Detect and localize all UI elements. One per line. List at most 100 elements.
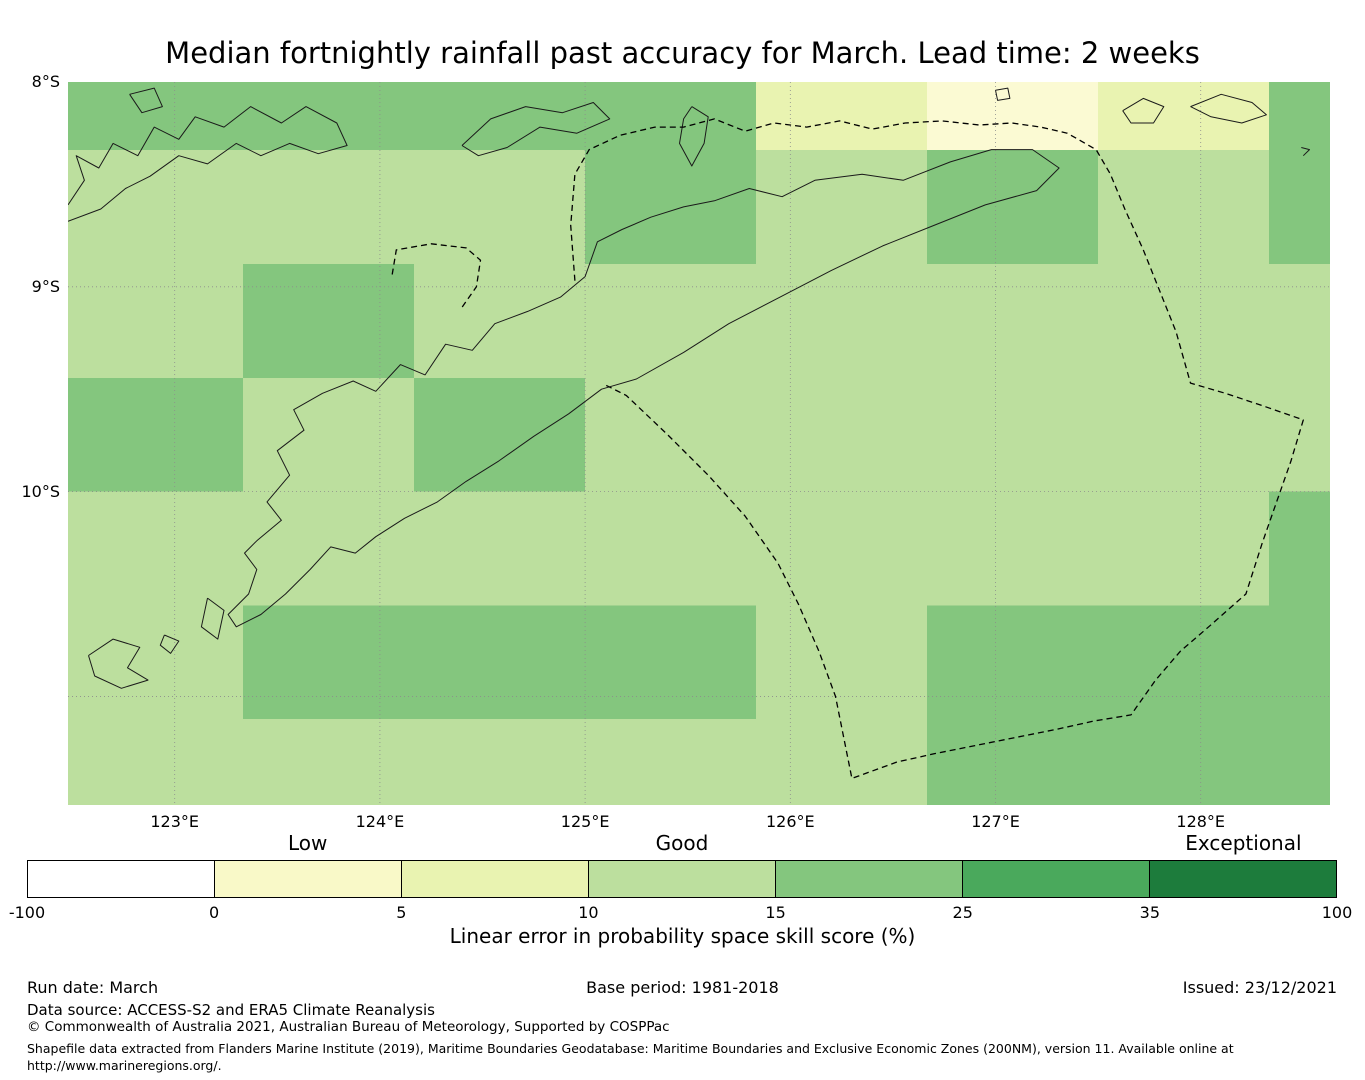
heatmap-cell xyxy=(1269,377,1330,492)
eez-boundary xyxy=(570,118,1304,780)
heatmap-cell xyxy=(243,150,415,265)
heatmap-cell xyxy=(1269,719,1330,805)
heatmap-cell xyxy=(1269,150,1330,265)
heatmap-cell xyxy=(585,82,756,151)
heatmap-cell xyxy=(756,377,928,492)
heatmap-cell xyxy=(756,719,928,805)
heatmap-cell xyxy=(1269,264,1330,378)
heatmap-cell xyxy=(585,719,756,805)
colorbar-tick-label: 5 xyxy=(396,903,407,922)
heatmap-cell xyxy=(927,491,1099,606)
heatmap-cell xyxy=(414,150,586,265)
heatmap-cell xyxy=(756,150,928,265)
heatmap-cell xyxy=(414,719,586,805)
heatmap-cell xyxy=(1098,82,1269,151)
heatmap-cell xyxy=(1098,377,1269,492)
lon-tick-label: 127°E xyxy=(971,812,1020,831)
heatmap-cell xyxy=(927,264,1099,378)
heatmap-cell xyxy=(756,605,928,720)
heatmap-cell xyxy=(1098,264,1269,378)
heatmap-cell xyxy=(414,377,586,492)
lon-tick-label: 128°E xyxy=(1176,812,1226,831)
heatmap-cell xyxy=(927,82,1099,151)
colorbar-tick-label: -100 xyxy=(8,903,46,922)
colorbar-category-label: Good xyxy=(655,831,709,855)
heatmap-cell xyxy=(68,82,243,151)
heatmap-cell xyxy=(68,605,243,720)
colorbar-tick-label: 100 xyxy=(1321,903,1353,922)
colorbar-segment xyxy=(776,861,963,897)
heatmap-cell xyxy=(1098,719,1269,805)
figure-title: Median fortnightly rainfall past accurac… xyxy=(165,36,1200,70)
coastline xyxy=(68,106,348,222)
eez-boundary xyxy=(391,243,482,308)
base-period-text: Base period: 1981-2018 xyxy=(586,978,779,997)
heatmap-cell xyxy=(68,491,243,606)
heatmap-cell xyxy=(927,150,1099,265)
heatmap-cell xyxy=(585,605,756,720)
colorbar xyxy=(27,860,1337,898)
shapefile-note-line2: http://www.marineregions.org/. xyxy=(27,1057,222,1073)
lat-tick-label: 10°S xyxy=(21,481,60,501)
colorbar-tick-label: 0 xyxy=(209,903,220,922)
heatmap-cell xyxy=(414,605,586,720)
heatmap-cell xyxy=(1098,605,1269,720)
colorbar-tick-label: 10 xyxy=(578,903,599,922)
heatmap-cell xyxy=(585,150,756,265)
lon-tick-label: 123°E xyxy=(150,812,200,831)
coastline xyxy=(461,102,611,157)
coastline xyxy=(200,597,225,640)
shapefile-note: Shapefile data extracted from Flanders M… xyxy=(27,1041,1327,1075)
heatmap-cell xyxy=(585,377,756,492)
lon-tick-label: 126°E xyxy=(765,812,815,831)
issued-date-text: Issued: 23/12/2021 xyxy=(1182,978,1337,997)
heatmap-cell xyxy=(414,264,586,378)
heatmap-cell xyxy=(585,264,756,378)
heatmap-cell xyxy=(243,377,415,492)
heatmap-cell xyxy=(1269,491,1330,606)
colorbar-segment xyxy=(402,861,589,897)
heatmap-cell xyxy=(1269,605,1330,720)
heatmap-cell xyxy=(1098,491,1269,606)
coastline xyxy=(1301,147,1310,157)
heatmap-cell xyxy=(585,491,756,606)
heatmap-cell xyxy=(68,264,243,378)
lon-tick-label: 125°E xyxy=(560,812,610,831)
heatmap-cell xyxy=(243,605,415,720)
coastline xyxy=(159,634,180,654)
lat-tick-label: 8°S xyxy=(31,72,60,91)
colorbar-segment xyxy=(963,861,1150,897)
coastline xyxy=(1190,93,1267,124)
heatmap-cell xyxy=(243,719,415,805)
heatmap-cell xyxy=(68,377,243,492)
colorbar-segment xyxy=(215,861,402,897)
heatmap-cell xyxy=(243,82,415,151)
run-date-text: Run date: March xyxy=(27,978,159,997)
coastline xyxy=(1122,97,1165,124)
heatmap-cell xyxy=(1098,150,1269,265)
lat-tick-label: 9°S xyxy=(31,276,60,296)
colorbar-segment xyxy=(1150,861,1336,897)
heatmap-cell xyxy=(1269,82,1330,151)
lon-tick-label: 124°E xyxy=(355,812,405,831)
colorbar-category-label: Exceptional xyxy=(1185,831,1302,855)
copyright-text: © Commonwealth of Australia 2021, Austra… xyxy=(27,1019,670,1035)
heatmap-cell xyxy=(756,82,928,151)
colorbar-segment xyxy=(589,861,776,897)
data-source-text: Data source: ACCESS-S2 and ERA5 Climate … xyxy=(27,1001,435,1019)
coastline xyxy=(679,106,709,167)
colorbar-category-label: Low xyxy=(288,831,328,855)
colorbar-tick-label: 15 xyxy=(765,903,786,922)
coastline xyxy=(227,149,1060,628)
heatmap-cell xyxy=(927,719,1099,805)
heatmap-cell xyxy=(414,491,586,606)
colorbar-axis-label: Linear error in probability space skill … xyxy=(449,924,916,948)
heatmap-cell xyxy=(68,150,243,265)
heatmap-cell xyxy=(927,377,1099,492)
map-canvas xyxy=(68,82,1330,805)
heatmap-cell xyxy=(756,491,928,606)
heatmap-cell xyxy=(243,264,415,378)
colorbar-tick-label: 25 xyxy=(952,903,973,922)
heatmap-cell xyxy=(756,264,928,378)
